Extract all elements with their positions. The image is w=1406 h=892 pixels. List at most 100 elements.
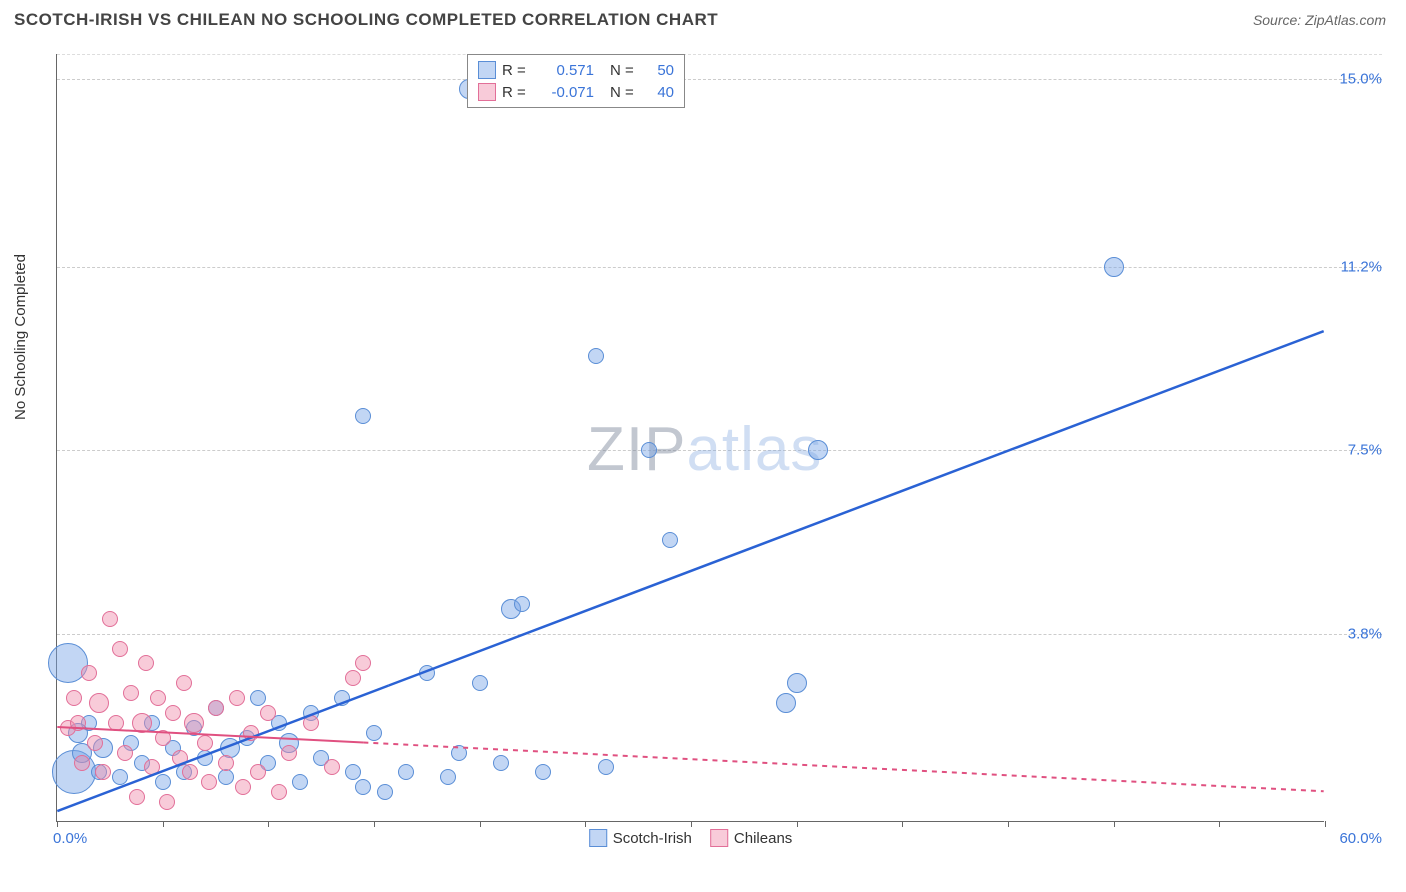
data-point (235, 779, 251, 795)
legend-series: Scotch-Irish Chileans (589, 829, 793, 847)
data-point (260, 705, 276, 721)
data-point (324, 759, 340, 775)
data-point (808, 440, 828, 460)
data-point (182, 764, 198, 780)
data-point (176, 675, 192, 691)
data-point (451, 745, 467, 761)
plot-region: ZIPatlas R =0.571N =50R =-0.071N =40 Sco… (56, 54, 1324, 822)
regression-lines (57, 54, 1324, 821)
data-point (155, 730, 171, 746)
data-point (366, 725, 382, 741)
data-point (493, 755, 509, 771)
data-point (218, 755, 234, 771)
data-point (243, 725, 259, 741)
r-value: 0.571 (536, 62, 594, 79)
data-point (472, 675, 488, 691)
x-tick (1114, 821, 1115, 827)
x-tick (1008, 821, 1009, 827)
n-label: N = (610, 84, 638, 101)
x-tick (585, 821, 586, 827)
data-point (144, 759, 160, 775)
gridline (57, 450, 1382, 451)
data-point (787, 673, 807, 693)
gridline (57, 79, 1382, 80)
data-point (250, 764, 266, 780)
data-point (132, 713, 152, 733)
data-point (66, 690, 82, 706)
data-point (218, 769, 234, 785)
y-tick-label: 3.8% (1348, 625, 1382, 642)
x-tick (480, 821, 481, 827)
r-value: -0.071 (536, 84, 594, 101)
legend-swatch (478, 61, 496, 79)
data-point (662, 532, 678, 548)
gridline (57, 54, 1382, 55)
legend-row: R = -0.071 N = 40 (478, 81, 674, 103)
data-point (334, 690, 350, 706)
data-point (155, 774, 171, 790)
n-value: 40 (644, 84, 674, 101)
data-point (208, 700, 224, 716)
x-max-label: 60.0% (1339, 830, 1382, 847)
source-credit: Source: ZipAtlas.com (1253, 12, 1386, 28)
data-point (70, 715, 86, 731)
data-point (89, 693, 109, 713)
r-label: R = (502, 62, 530, 79)
data-point (588, 348, 604, 364)
data-point (201, 774, 217, 790)
data-point (172, 750, 188, 766)
legend-swatch (710, 829, 728, 847)
x-tick (1325, 821, 1326, 827)
data-point (165, 705, 181, 721)
data-point (74, 755, 90, 771)
legend-row: R = 0.571 N = 50 (478, 59, 674, 81)
data-point (345, 670, 361, 686)
data-point (95, 764, 111, 780)
data-point (197, 735, 213, 751)
data-point (292, 774, 308, 790)
data-point (598, 759, 614, 775)
data-point (229, 690, 245, 706)
y-axis-label: No Schooling Completed (12, 254, 29, 420)
data-point (250, 690, 266, 706)
legend-item: Chileans (710, 829, 792, 847)
legend-correlation: R = 0.571 N = 50 R = -0.071 N = 40 (467, 54, 685, 108)
header: SCOTCH-IRISH VS CHILEAN NO SCHOOLING COM… (0, 0, 1406, 36)
data-point (535, 764, 551, 780)
data-point (81, 665, 97, 681)
legend-swatch (478, 83, 496, 101)
data-point (150, 690, 166, 706)
data-point (87, 735, 103, 751)
x-tick (163, 821, 164, 827)
data-point (514, 596, 530, 612)
data-point (112, 769, 128, 785)
gridline (57, 267, 1382, 268)
x-min-label: 0.0% (53, 830, 87, 847)
data-point (197, 750, 213, 766)
data-point (398, 764, 414, 780)
data-point (271, 784, 287, 800)
data-point (102, 611, 118, 627)
x-tick (797, 821, 798, 827)
x-tick (268, 821, 269, 827)
x-tick (691, 821, 692, 827)
data-point (303, 715, 319, 731)
data-point (138, 655, 154, 671)
gridline (57, 634, 1382, 635)
data-point (112, 641, 128, 657)
y-tick-label: 11.2% (1341, 259, 1382, 276)
data-point (108, 715, 124, 731)
n-label: N = (610, 62, 638, 79)
r-label: R = (502, 84, 530, 101)
chart-title: SCOTCH-IRISH VS CHILEAN NO SCHOOLING COM… (14, 10, 718, 30)
n-value: 50 (644, 62, 674, 79)
y-tick-label: 15.0% (1339, 70, 1382, 87)
data-point (159, 794, 175, 810)
data-point (1104, 257, 1124, 277)
data-point (355, 408, 371, 424)
data-point (355, 655, 371, 671)
y-tick-label: 7.5% (1348, 442, 1382, 459)
data-point (377, 784, 393, 800)
x-tick (374, 821, 375, 827)
legend-label: Scotch-Irish (613, 830, 692, 847)
